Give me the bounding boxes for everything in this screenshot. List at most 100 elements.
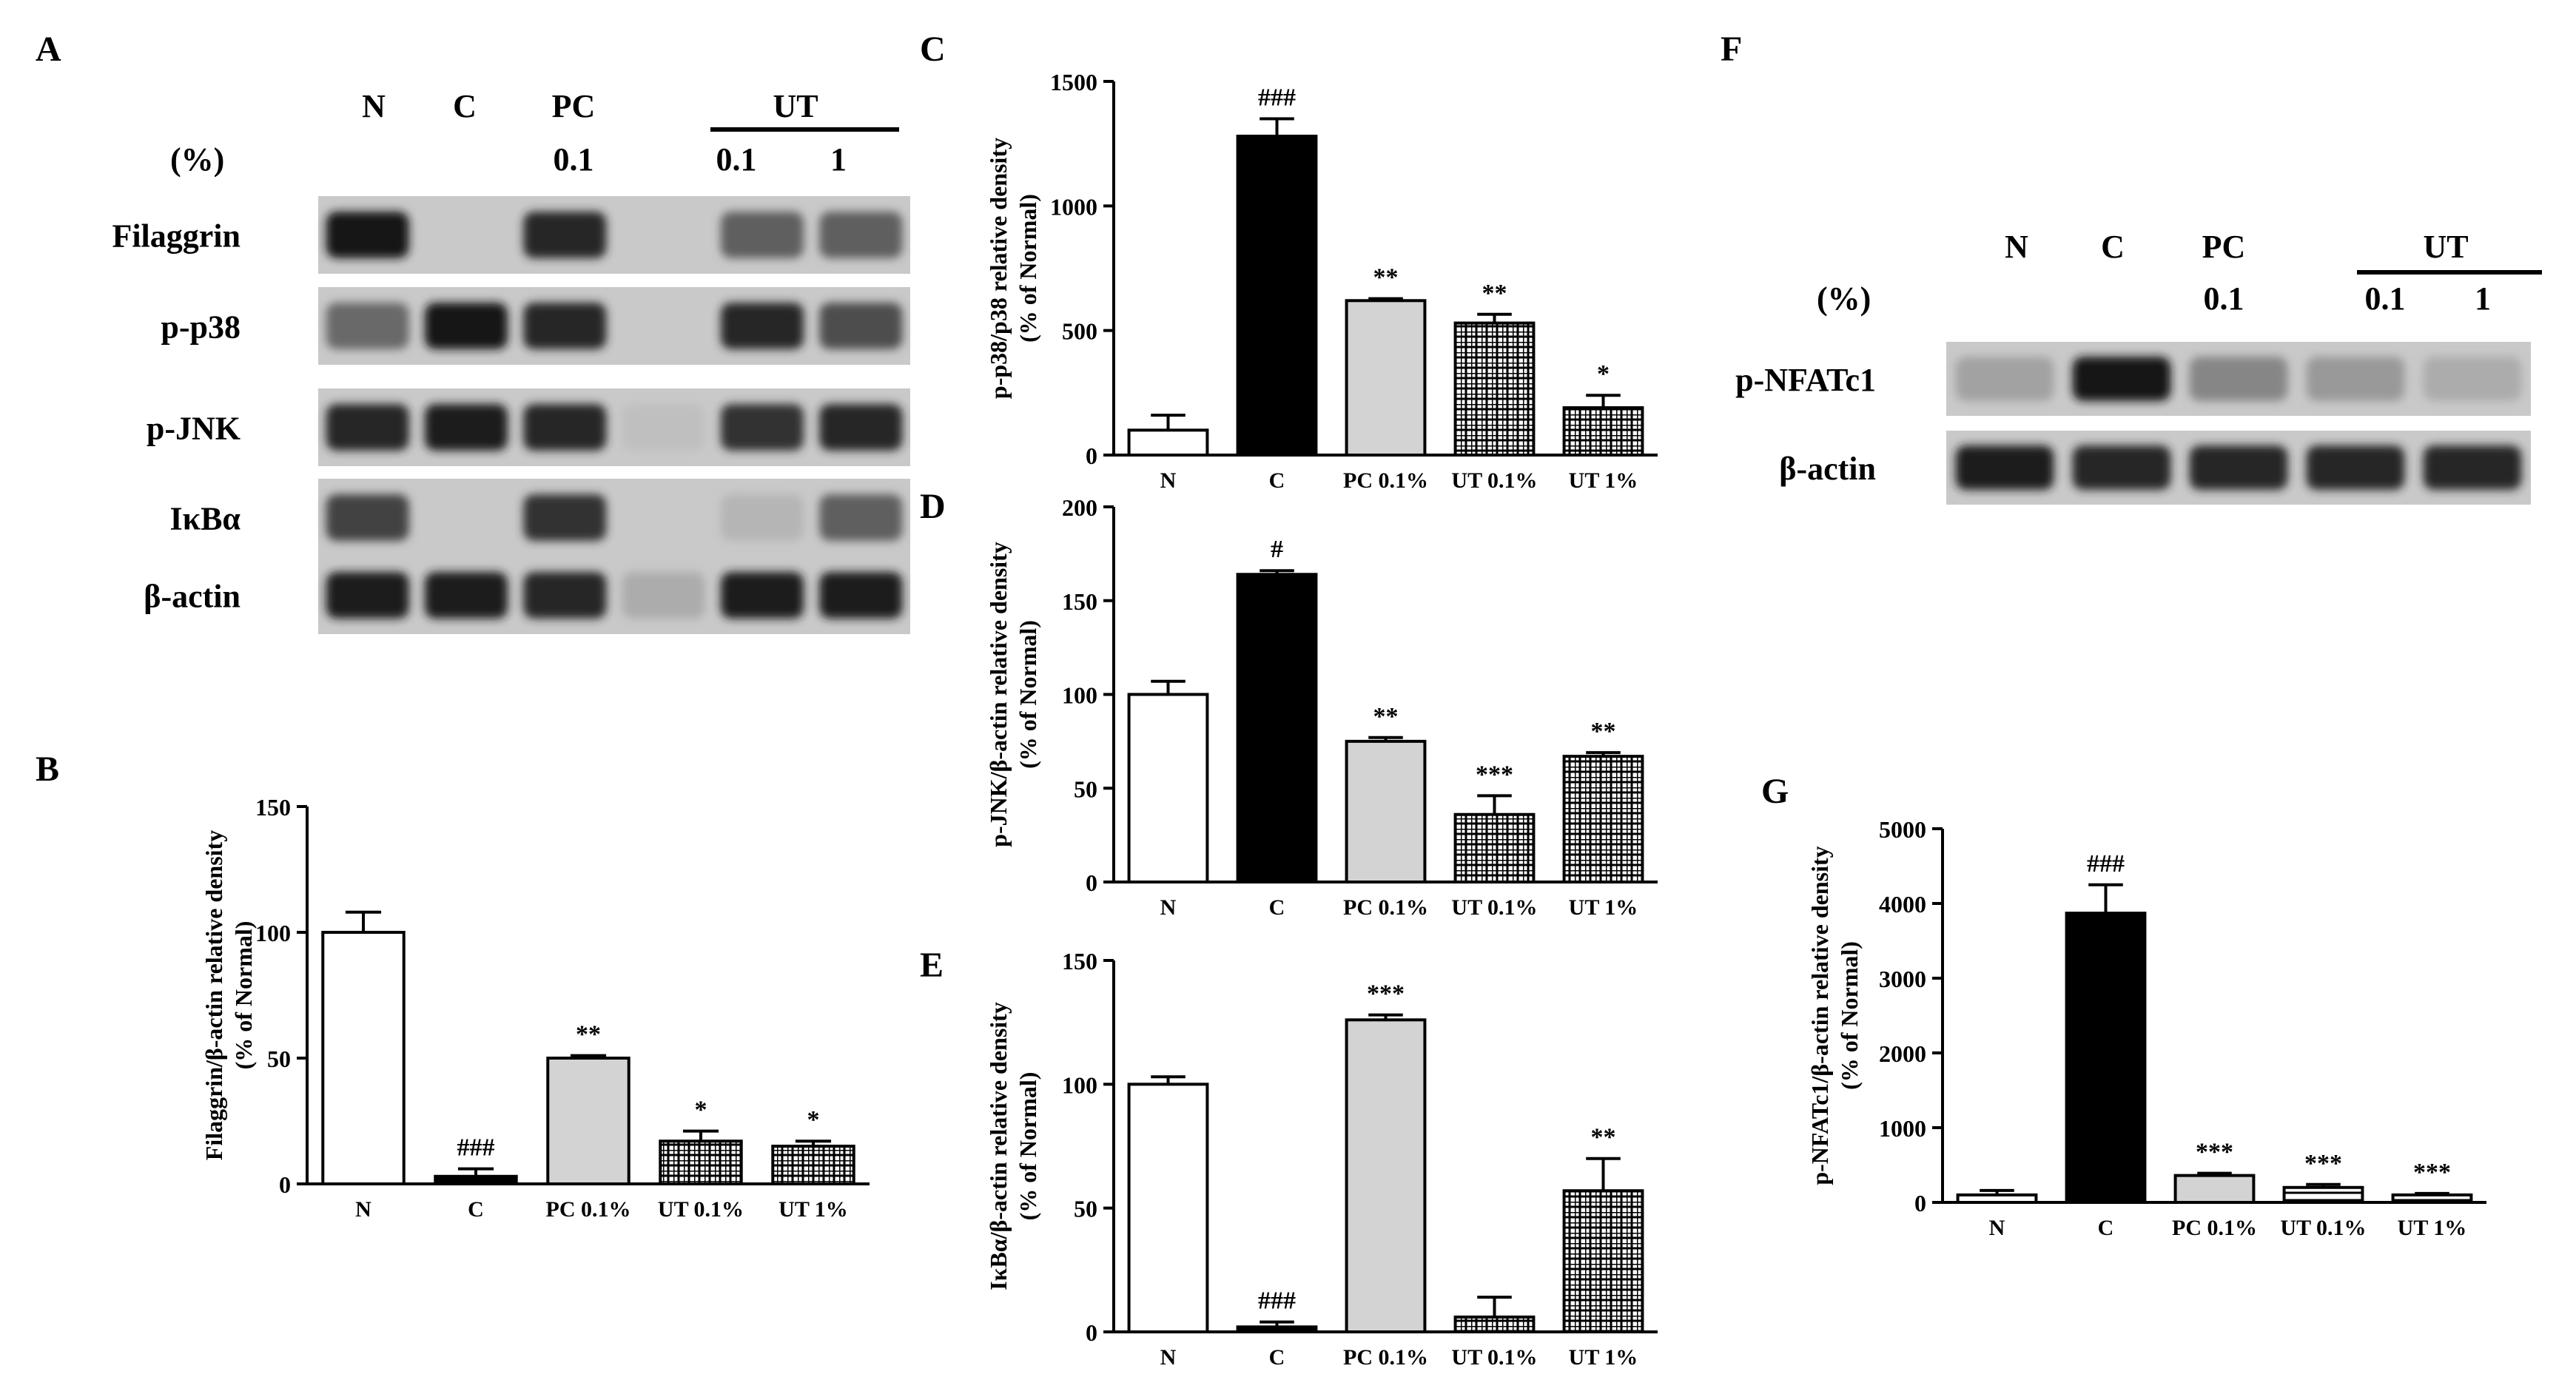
lane-conc-ut1: 0.1 bbox=[716, 141, 757, 178]
y-tick-label: 0 bbox=[1086, 869, 1097, 896]
x-tick-label: UT 1% bbox=[2398, 1216, 2467, 1240]
significance-label: ** bbox=[1482, 280, 1507, 307]
bar bbox=[1236, 1325, 1318, 1333]
x-tick-label: UT 0.1% bbox=[1451, 1345, 1537, 1370]
chart-d: 0 50 100 150 200 p-JNK/β-actin relative densi… bbox=[985, 494, 1658, 920]
bar bbox=[2065, 912, 2147, 1204]
y-axis-label: p-JNK/β-actin relative density (% of Norm… bbox=[985, 542, 1041, 847]
blot-strip bbox=[318, 287, 910, 365]
x-tick-label: PC 0.1% bbox=[2172, 1216, 2257, 1240]
blot-panel-f: N C PC UT (%) 0.1 0.1 1 p-NFATc1 β-actin bbox=[1735, 229, 2542, 505]
blot-band bbox=[2072, 445, 2171, 490]
significance-label: # bbox=[1271, 536, 1283, 563]
x-tick-label: N bbox=[1989, 1216, 2005, 1240]
blot-band bbox=[721, 303, 804, 349]
blot-band bbox=[523, 494, 607, 541]
bar bbox=[1956, 1193, 2038, 1205]
significance-label: ** bbox=[576, 1021, 601, 1048]
blot-row-label: Filaggrin bbox=[112, 218, 241, 255]
y-tick-label: 2000 bbox=[1879, 1040, 1926, 1067]
blot-band bbox=[2423, 445, 2522, 490]
bar bbox=[1127, 428, 1209, 457]
bar bbox=[1453, 321, 1536, 457]
blot-band bbox=[819, 212, 903, 258]
panel-letter-a: A bbox=[36, 30, 61, 69]
blot-band bbox=[326, 572, 409, 619]
blot-band bbox=[523, 212, 607, 258]
lane-label-c: C bbox=[453, 88, 477, 124]
bar bbox=[1562, 406, 1644, 457]
y-tick-label: 50 bbox=[267, 1046, 291, 1072]
blot-f-rows: p-NFATc1 β-actin bbox=[1735, 342, 2531, 505]
blot-strip bbox=[318, 556, 910, 634]
y-tick-label: 4000 bbox=[1879, 891, 1926, 918]
significance-label: * bbox=[807, 1106, 820, 1134]
y-tick-label: 100 bbox=[1062, 1071, 1097, 1098]
lane-label-ut: UT bbox=[773, 88, 818, 124]
y-axis-label: p-p38/p38 relative density (% of Normal) bbox=[985, 138, 1041, 399]
x-tick-label: UT 0.1% bbox=[1451, 468, 1537, 493]
blot-band bbox=[523, 572, 607, 619]
blot-band bbox=[2306, 357, 2405, 401]
x-tick-label: C bbox=[1269, 895, 1285, 920]
blot-band bbox=[721, 572, 804, 619]
blot-row-label: p-p38 bbox=[161, 309, 241, 346]
bar bbox=[434, 1174, 518, 1186]
significance-label: * bbox=[695, 1097, 707, 1124]
blot-strip bbox=[318, 196, 910, 274]
blot-row-label: IκBα bbox=[170, 501, 241, 537]
lane-conc-pc: 0.1 bbox=[554, 141, 594, 178]
y-tick-label: 150 bbox=[1062, 588, 1097, 615]
blot-row-label: p-JNK bbox=[147, 411, 241, 447]
panel-letter-g: G bbox=[1761, 772, 1789, 811]
blot-band bbox=[622, 404, 705, 451]
y-axis-label: p-NFATc1/β-actin relative density (% of N… bbox=[1806, 846, 1863, 1185]
bar bbox=[1236, 135, 1318, 457]
bar bbox=[1453, 1315, 1536, 1334]
x-tick-label: C bbox=[468, 1197, 484, 1222]
significance-label: ** bbox=[1373, 703, 1399, 730]
y-tick-label: 500 bbox=[1062, 318, 1097, 345]
pct-label: (%) bbox=[170, 141, 224, 178]
blot-band bbox=[1955, 445, 2054, 490]
bar bbox=[2391, 1193, 2473, 1205]
lane-label-ut: UT bbox=[2423, 229, 2468, 265]
bar bbox=[2282, 1185, 2364, 1205]
y-tick-label: 5000 bbox=[1879, 816, 1926, 843]
lane-conc-pc: 0.1 bbox=[2204, 280, 2244, 317]
y-axis-label: IκBα/β-actin relative density (% of Norma… bbox=[985, 1002, 1041, 1290]
blot-band bbox=[721, 494, 804, 541]
significance-label: ### bbox=[2087, 850, 2125, 878]
y-tick-label: 200 bbox=[1062, 494, 1097, 521]
panel-letter-d: D bbox=[920, 487, 946, 526]
bar bbox=[1562, 755, 1644, 884]
x-tick-label: UT 0.1% bbox=[2280, 1216, 2366, 1240]
blot-band bbox=[819, 303, 903, 349]
blot-band bbox=[819, 494, 903, 541]
y-tick-label: 1000 bbox=[1050, 193, 1097, 220]
x-tick-label: PC 0.1% bbox=[546, 1197, 631, 1222]
lane-label-pc: PC bbox=[552, 88, 596, 124]
significance-label: ### bbox=[1258, 84, 1296, 112]
blot-strip bbox=[318, 388, 910, 466]
significance-label: ** bbox=[1591, 1124, 1616, 1151]
y-tick-label: 1000 bbox=[1879, 1115, 1926, 1142]
panel-letter-e: E bbox=[920, 946, 944, 985]
x-tick-label: N bbox=[1160, 1345, 1177, 1370]
y-tick-label: 0 bbox=[279, 1171, 291, 1198]
x-tick-label: N bbox=[1160, 468, 1177, 493]
lane-label-pc: PC bbox=[2202, 229, 2246, 265]
blot-f-lane-headers: N C PC UT (%) 0.1 0.1 1 bbox=[1817, 229, 2542, 317]
y-tick-label: 0 bbox=[1086, 442, 1097, 469]
significance-label: *** bbox=[2196, 1139, 2233, 1166]
y-tick-label: 100 bbox=[1062, 682, 1097, 709]
significance-label: ### bbox=[1258, 1287, 1296, 1315]
blot-band bbox=[326, 303, 409, 349]
chart-g: 0 1000 2000 3000 4000 5000 p-NFATc1/β-actin re… bbox=[1806, 816, 2486, 1240]
lane-label-n: N bbox=[2005, 229, 2028, 265]
bar bbox=[1127, 1083, 1209, 1334]
blot-band bbox=[2306, 445, 2405, 490]
chart-e: 0 50 100 150 IκBα/β-actin relative density (%… bbox=[985, 948, 1658, 1370]
panel-letter-b: B bbox=[36, 750, 59, 789]
blot-band bbox=[721, 404, 804, 451]
